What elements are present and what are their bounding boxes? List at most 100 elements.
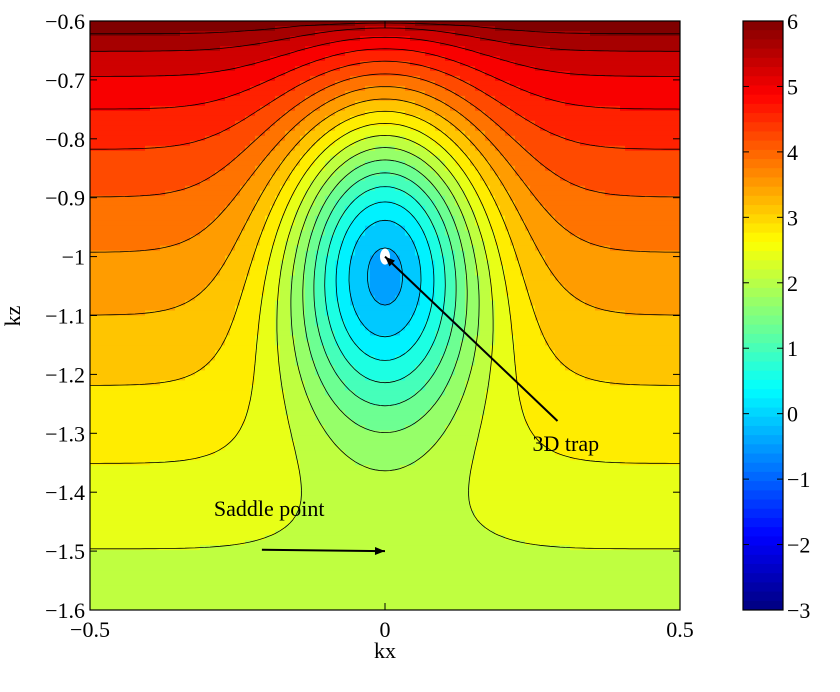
contour-band-cell: [645, 160, 651, 167]
contour-band-cell: [280, 35, 286, 42]
contour-band-cell: [490, 200, 496, 207]
contour-band-cell: [205, 140, 211, 147]
contour-band-cell: [165, 225, 171, 232]
contour-band-cell: [180, 180, 186, 187]
contour-band-cell: [120, 175, 126, 182]
contour-band-cell: [215, 120, 221, 127]
contour-band-cell: [580, 100, 586, 107]
contour-band-cell: [610, 125, 616, 132]
contour-band-cell: [115, 35, 121, 42]
contour-band-cell: [655, 175, 661, 182]
contour-band-cell: [135, 170, 141, 177]
contour-band-cell: [580, 155, 586, 162]
contour-band-cell: [115, 21, 121, 27]
contour-band-cell: [460, 215, 466, 222]
contour-band-cell: [590, 45, 596, 52]
contour-band-cell: [530, 40, 536, 47]
contour-band-cell: [250, 50, 256, 57]
contour-band-cell: [440, 75, 446, 82]
contour-band-cell: [595, 80, 601, 87]
contour-band-cell: [125, 65, 131, 72]
contour-band-cell: [110, 210, 116, 217]
contour-band-cell: [285, 155, 291, 162]
contour-band-cell: [320, 145, 326, 152]
contour-band-cell: [230, 70, 236, 77]
contour-band-cell: [550, 180, 556, 187]
contour-band-cell: [275, 185, 281, 192]
contour-band-cell: [535, 205, 541, 212]
contour-band-cell: [380, 80, 386, 87]
contour-band-cell: [500, 35, 506, 42]
contour-band-cell: [470, 170, 476, 177]
contour-band-cell: [490, 180, 496, 187]
contour-band-cell: [325, 155, 331, 162]
contour-band-cell: [140, 160, 146, 167]
contour-band-cell: [665, 135, 671, 142]
contour-band-cell: [325, 120, 331, 127]
contour-band-cell: [305, 140, 311, 147]
contour-band-cell: [500, 145, 506, 152]
contour-band-cell: [315, 175, 321, 182]
contour-band-cell: [520, 45, 526, 52]
contour-band-cell: [430, 125, 436, 132]
contour-band-cell: [560, 21, 566, 27]
contour-band-cell: [645, 140, 651, 147]
contour-band-cell: [405, 200, 411, 207]
contour-band-cell: [270, 220, 276, 227]
contour-band-cell: [635, 155, 641, 162]
contour-band-cell: [455, 220, 461, 227]
contour-band-cell: [360, 155, 366, 162]
contour-band-cell: [540, 70, 546, 77]
contour-band-cell: [90, 225, 96, 232]
contour-band-cell: [665, 145, 671, 152]
contour-band-cell: [545, 70, 551, 77]
contour-band-cell: [150, 21, 156, 27]
contour-band-cell: [555, 140, 561, 147]
contour-band-cell: [505, 180, 511, 187]
contour-band-cell: [590, 120, 596, 127]
contour-band-cell: [625, 140, 631, 147]
contour-band-cell: [210, 85, 216, 92]
contour-band-cell: [340, 155, 346, 162]
contour-band-cell: [180, 40, 186, 47]
contour-band-cell: [275, 40, 281, 47]
contour-band-cell: [260, 210, 266, 217]
contour-band-cell: [600, 205, 606, 212]
contour-band-cell: [260, 185, 266, 192]
contour-band-cell: [130, 55, 136, 62]
contour-band-cell: [470, 95, 476, 102]
contour-band-cell: [130, 60, 136, 67]
contour-band-cell: [580, 55, 586, 62]
contour-band-cell: [375, 80, 381, 87]
contour-band-cell: [595, 21, 601, 27]
contour-band-cell: [545, 210, 551, 217]
contour-band-cell: [405, 155, 411, 162]
contour-band-cell: [100, 45, 106, 52]
contour-band-cell: [340, 130, 346, 137]
contour-band-cell: [515, 100, 521, 107]
contour-band-cell: [90, 210, 96, 217]
contour-band-cell: [110, 120, 116, 127]
contour-band-cell: [520, 90, 526, 97]
contour-band-cell: [675, 175, 680, 182]
contour-band-cell: [185, 215, 191, 222]
contour-band-cell: [190, 75, 196, 82]
contour-band-cell: [540, 145, 546, 152]
contour-band-cell: [260, 40, 266, 47]
contour-band-cell: [450, 140, 456, 147]
contour-band-cell: [410, 130, 416, 137]
contour-band-cell: [270, 185, 276, 192]
contour-band-cell: [160, 210, 166, 217]
contour-band-cell: [405, 165, 411, 172]
contour-band-cell: [245, 225, 251, 232]
contour-band-cell: [420, 125, 426, 132]
contour-band-cell: [550, 225, 556, 232]
contour-band-cell: [350, 45, 356, 52]
contour-band-cell: [145, 195, 151, 202]
contour-band-cell: [140, 170, 146, 177]
contour-band-cell: [150, 35, 156, 42]
contour-band-cell: [675, 170, 680, 177]
contour-band-cell: [235, 225, 241, 232]
contour-band-cell: [590, 165, 596, 172]
contour-band-cell: [675, 205, 680, 212]
